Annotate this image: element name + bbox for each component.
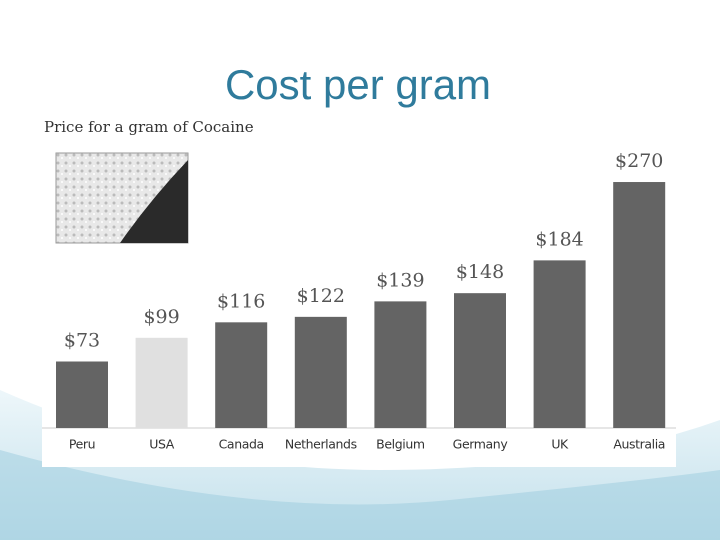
- background-wave: [0, 450, 720, 540]
- x-tick-label: Germany: [453, 437, 509, 452]
- chart-title: Price for a gram of Cocaine: [44, 118, 254, 136]
- x-tick-label: Belgium: [376, 437, 425, 452]
- bar: [533, 260, 586, 428]
- value-label: $73: [64, 329, 100, 351]
- bar: [294, 316, 347, 428]
- value-label: $270: [615, 150, 663, 172]
- bar: [454, 293, 506, 428]
- value-label: $99: [143, 306, 179, 328]
- photo-shadow: [120, 160, 188, 243]
- x-tick-label: Australia: [613, 437, 665, 452]
- bar: [613, 182, 666, 428]
- x-tick-label: Netherlands: [285, 437, 357, 452]
- value-label: $116: [217, 290, 265, 312]
- value-label: $148: [456, 261, 504, 283]
- bar: [56, 361, 108, 428]
- value-label: $184: [535, 228, 583, 250]
- x-tick-label: USA: [149, 437, 175, 452]
- bar: [374, 301, 427, 428]
- x-tick-label: Peru: [69, 437, 95, 452]
- bar: [135, 337, 188, 428]
- value-label: $122: [297, 285, 345, 307]
- slide-title: Cost per gram: [225, 61, 491, 108]
- x-tick-label: Canada: [219, 437, 264, 452]
- bar: [215, 322, 268, 428]
- value-label: $139: [376, 269, 424, 291]
- x-tick-label: UK: [551, 437, 569, 452]
